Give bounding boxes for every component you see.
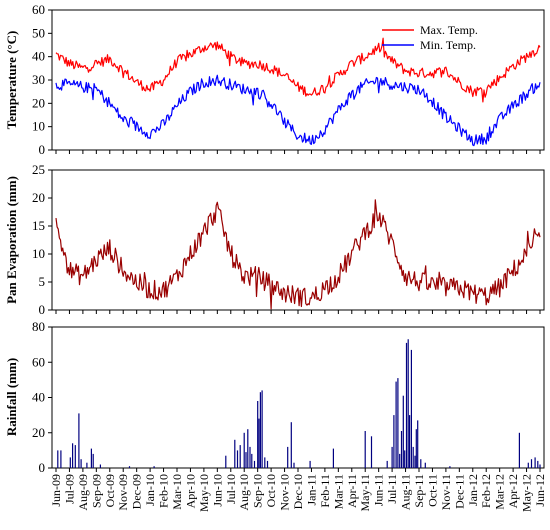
x-tick-label: Jun-11 xyxy=(372,474,386,506)
min-temp-line xyxy=(55,74,541,147)
rainfall-y-axis: 0 20 40 60 80 xyxy=(32,319,52,475)
x-tick-label: Sep-10 xyxy=(251,474,265,508)
temperature-series xyxy=(55,37,541,147)
y-tick-label: 50 xyxy=(32,25,45,40)
x-axis: Jun-09 Jul-09 Aug-09 Sep-09 Oct-09 Nov-09 Dec-… xyxy=(49,150,547,512)
x-tick-label: Jun-10 xyxy=(210,474,224,507)
x-tick-label: Aug-11 xyxy=(399,474,413,510)
rainfall-bars xyxy=(57,339,541,468)
y-tick-label: 10 xyxy=(32,119,45,134)
x-tick-label: Nov-09 xyxy=(116,474,130,511)
x-tick-label: May-11 xyxy=(358,474,372,512)
y-tick-label: 10 xyxy=(32,246,45,261)
y-tick-label: 20 xyxy=(32,425,45,440)
y-tick-label: 60 xyxy=(32,2,45,17)
x-tick-label: Nov-11 xyxy=(439,474,453,510)
x-tick-label: Dec-11 xyxy=(452,474,466,509)
pan-evaporation-line xyxy=(55,199,541,310)
evaporation-panel: 0 5 10 15 20 25 Pan Evaporation (mm) xyxy=(4,162,545,317)
x-tick-label: Jul-09 xyxy=(62,474,76,504)
x-tick-label: May-10 xyxy=(197,474,211,512)
x-tick-label: Dec-09 xyxy=(130,474,144,509)
x-tick-label: Sep-11 xyxy=(412,474,426,508)
x-tick-label: Aug-09 xyxy=(76,474,90,511)
x-tick-label: Jan-12 xyxy=(466,474,480,506)
x-tick-label: May-12 xyxy=(520,474,534,512)
x-tick-label: Apr-10 xyxy=(183,474,197,508)
evaporation-series xyxy=(55,199,541,310)
x-tick-label: Oct-10 xyxy=(264,474,278,507)
x-tick-label: Jul-11 xyxy=(385,474,399,504)
x-tick-label: Mar-10 xyxy=(170,474,184,510)
y-tick-label: 40 xyxy=(32,49,45,64)
x-tick-label: Jan-11 xyxy=(304,474,318,506)
x-tick-label: Sep-09 xyxy=(89,474,103,508)
legend-max-temp-label: Max. Temp. xyxy=(420,23,478,37)
x-tick-label: Feb-12 xyxy=(479,474,493,508)
x-tick-label: Nov-10 xyxy=(278,474,292,511)
x-tick-label: Mar-12 xyxy=(493,474,507,510)
temperature-y-label: Temperature (°C) xyxy=(4,31,19,130)
x-tick-label: Aug-10 xyxy=(237,474,251,511)
evaporation-y-axis: 0 5 10 15 20 25 xyxy=(32,162,52,317)
y-tick-label: 15 xyxy=(32,218,45,233)
x-tick-label: Mar-11 xyxy=(331,474,345,509)
y-tick-label: 0 xyxy=(39,142,46,157)
y-tick-label: 20 xyxy=(32,190,45,205)
x-tick-label: Apr-11 xyxy=(345,474,359,508)
x-tick-label: Feb-11 xyxy=(318,474,332,508)
legend-min-temp-label: Min. Temp. xyxy=(420,38,476,52)
rainfall-plot-frame xyxy=(51,326,545,469)
y-tick-label: 60 xyxy=(32,354,45,369)
x-tick-label: Dec-10 xyxy=(291,474,305,509)
x-tick-label: Feb-10 xyxy=(157,474,171,508)
rainfall-y-label: Rainfall (mm) xyxy=(4,358,19,436)
y-tick-label: 80 xyxy=(32,319,45,334)
y-tick-label: 20 xyxy=(32,95,45,110)
temperature-panel: 0 10 20 30 40 50 60 Temperature (°C) Max. Temp… xyxy=(4,2,545,157)
x-tick-label: Apr-12 xyxy=(506,474,520,508)
temperature-y-axis: 0 10 20 30 40 50 60 xyxy=(32,2,52,157)
y-tick-label: 5 xyxy=(39,274,46,289)
x-tick-label: Jan-10 xyxy=(143,474,157,506)
max-temp-line xyxy=(55,37,541,103)
x-tick-label: Jul-10 xyxy=(224,474,238,504)
y-tick-label: 40 xyxy=(32,390,45,405)
x-tick-label: Oct-11 xyxy=(425,474,439,507)
x-tick-label: Oct-09 xyxy=(103,474,117,507)
rainfall-panel: 0 20 40 60 80 Rainfall (mm) xyxy=(4,319,545,475)
y-tick-label: 0 xyxy=(39,302,46,317)
evaporation-y-label: Pan Evaporation (mm) xyxy=(4,176,19,304)
y-tick-label: 30 xyxy=(32,72,45,87)
temperature-legend: Max. Temp. Min. Temp. xyxy=(382,23,478,52)
x-tick-label: Jun-12 xyxy=(533,474,547,507)
y-tick-label: 0 xyxy=(39,460,46,475)
y-tick-label: 25 xyxy=(32,162,45,177)
x-tick-label: Jun-09 xyxy=(49,474,63,507)
